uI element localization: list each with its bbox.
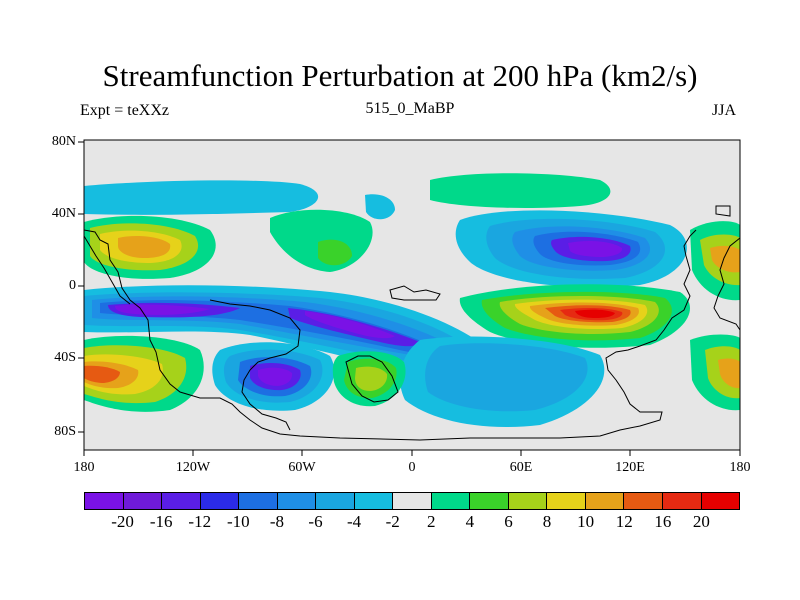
colorbar-swatch [662,493,702,509]
colorbar-swatch [547,493,586,509]
contour-region [425,343,588,412]
colorbar-swatch [162,493,201,509]
y-tick-label: 0 [69,278,76,293]
colorbar-swatch [508,493,548,509]
colorbar-swatch [701,493,740,509]
colorbar-level-label: 16 [654,512,672,531]
colorbar-level-label: 8 [542,512,552,531]
colorbar-level-label: -16 [149,512,173,531]
coastline [389,285,441,301]
colorbar-swatch [277,493,317,509]
coastline [209,299,301,431]
colorbar-swatch [470,493,509,509]
contour-region [258,367,293,386]
contour-region [365,194,395,220]
colorbar-level-label: -12 [188,512,212,531]
contour-region [355,366,388,391]
colorbar-level-label: -20 [111,512,134,531]
y-tick-label: 80N [51,134,76,149]
contour-region [568,240,623,257]
plot-title: Streamfunction Perturbation at 200 hPa (… [102,58,698,93]
contour-region [718,358,740,389]
colorbar [84,492,740,510]
colorbar-swatch [431,493,471,509]
contour-region [430,173,611,208]
season-label: JJA [712,102,737,119]
colorbar-level-label: -6 [308,512,323,531]
colorbar-level-label: 2 [427,512,436,531]
y-tick-label: 40N [51,206,76,221]
x-tick-label: 180 [73,460,95,475]
colorbar-swatch [200,493,240,509]
colorbar-swatch [85,493,124,509]
coastline [84,229,697,441]
colorbar-swatch [239,493,278,509]
x-tick-label: 60W [288,460,316,475]
colorbar-level-label: 6 [504,512,513,531]
colorbar-swatch [393,493,432,509]
colorbar-swatch [354,493,394,509]
x-tick-label: 60E [509,460,533,475]
colorbar-swatch [624,493,663,509]
colorbar-level-label: 12 [615,512,633,531]
coastline [345,355,399,403]
coastline [84,235,131,305]
x-tick-label: 120E [615,460,645,475]
contour-region [318,239,352,266]
y-tick-label: 80S [54,424,76,439]
colorbar-swatch [123,493,163,509]
contour-region [575,309,615,318]
contour-fields [84,173,740,428]
colorbar-level-label: 20 [692,512,710,531]
coastline [713,237,740,331]
case-label: 515_0_MaBP [365,100,455,117]
contour-region [710,245,740,273]
colorbar-swatch [585,493,625,509]
x-tick-label: 180 [729,460,751,475]
colorbar-level-label: -2 [385,512,400,531]
contour-region [118,236,171,258]
coastlines [84,205,740,441]
experiment-label: Expt = teXXz [80,102,169,119]
contour-region [305,311,395,339]
colorbar-level-label: 10 [577,512,595,531]
colorbar-swatch [316,493,355,509]
x-tick-label: 0 [408,460,416,475]
colorbar-level-label: 4 [465,512,475,531]
contour-region [84,180,319,215]
tick-marks [78,141,741,456]
y-tick-label: 40S [54,350,76,365]
contour-region [84,365,120,383]
colorbar-level-label: -10 [227,512,250,531]
colorbar-level-label: -8 [269,512,285,531]
colorbar-level-label: -4 [347,512,362,531]
coastline [715,205,731,217]
x-tick-label: 120W [175,460,211,475]
